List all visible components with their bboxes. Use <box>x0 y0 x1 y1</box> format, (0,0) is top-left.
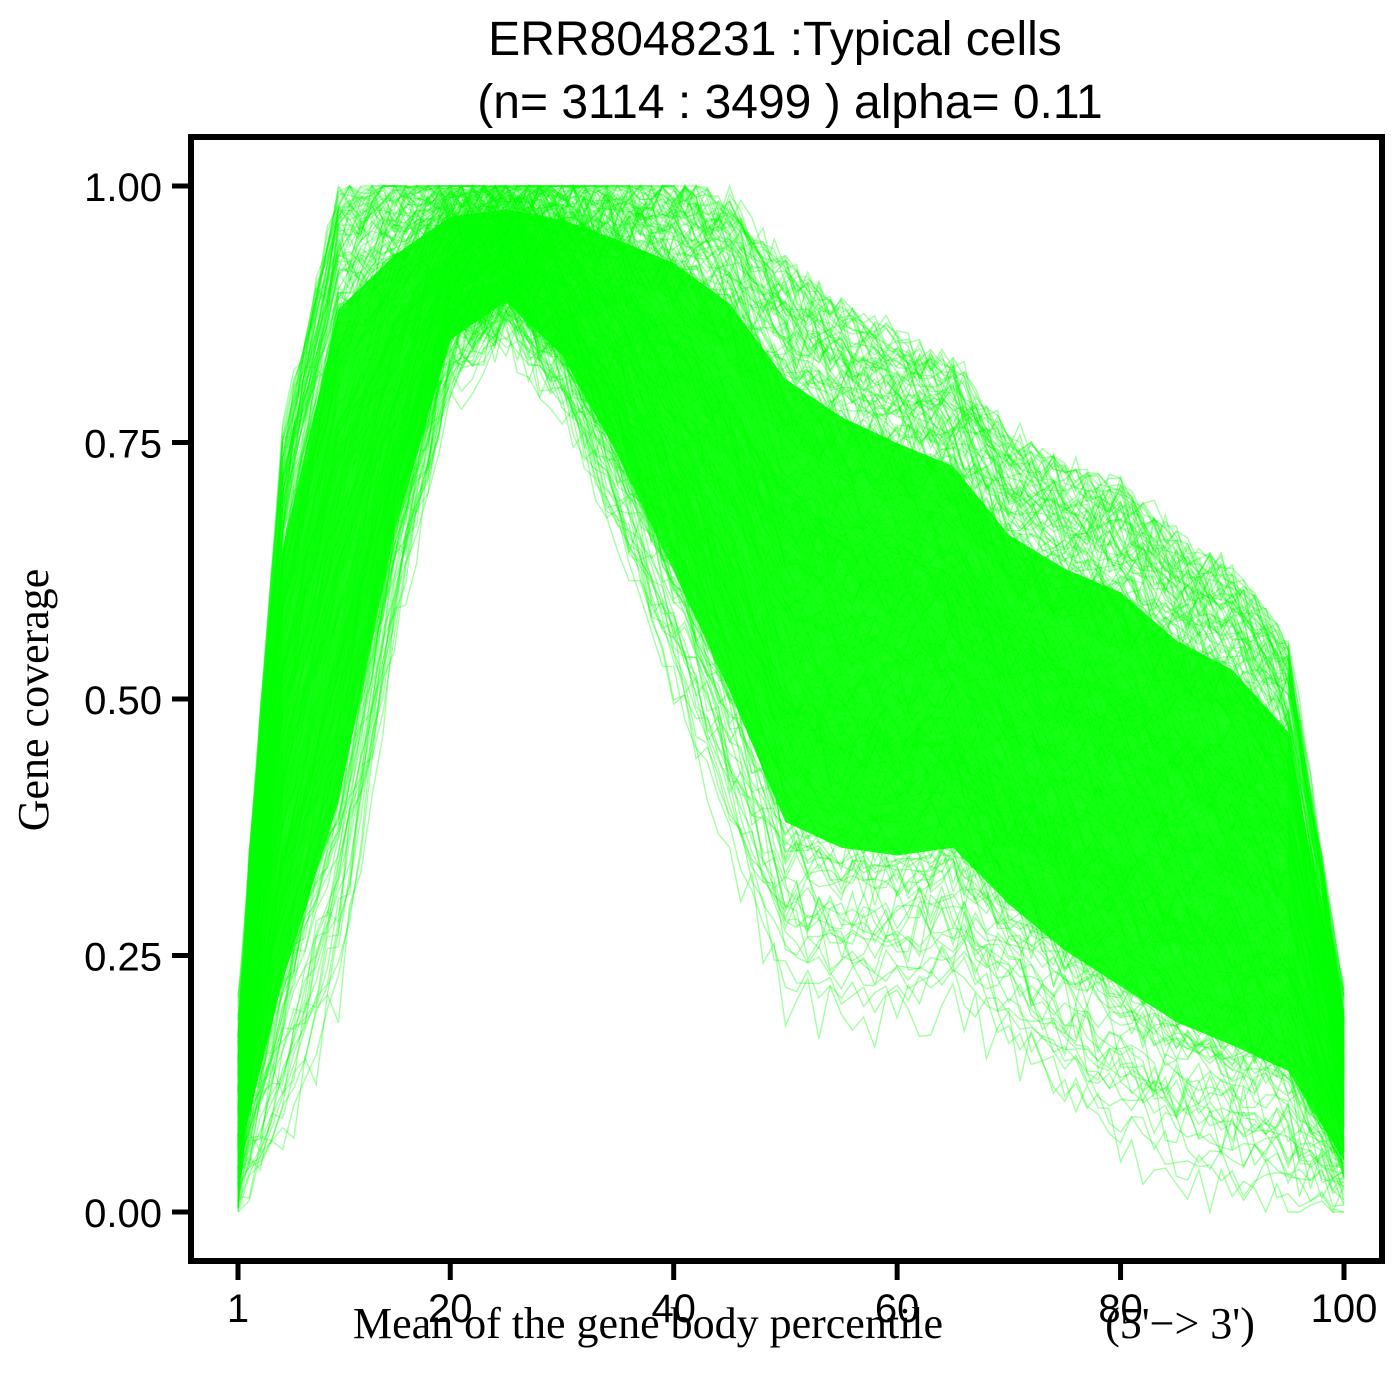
coverage-line <box>237 185 1345 1050</box>
coverage-line <box>237 184 1345 1021</box>
y-tick-label: 1.00 <box>84 166 162 210</box>
coverage-line <box>237 308 1345 1211</box>
y-tick-label: 0.75 <box>84 423 162 467</box>
coverage-line <box>237 184 1345 1069</box>
coverage-line <box>237 185 1345 1064</box>
coverage-line <box>237 309 1345 1196</box>
coverage-line <box>237 184 1345 1117</box>
coverage-line <box>237 304 1345 1205</box>
coverage-line <box>237 186 1345 1092</box>
x-tick-label: 20 <box>428 1287 473 1331</box>
coverage-line <box>237 184 1345 1181</box>
coverage-line <box>237 288 1345 1166</box>
coverage-line <box>237 190 1345 1043</box>
coverage-line <box>237 185 1345 1043</box>
coverage-line <box>237 184 1345 1049</box>
x-tick-label: 1 <box>227 1287 249 1331</box>
coverage-line <box>237 185 1345 1075</box>
coverage-line <box>237 280 1345 1173</box>
coverage-line <box>237 183 1345 1036</box>
coverage-line <box>237 183 1345 1137</box>
coverage-line <box>237 317 1345 1200</box>
coverage-line <box>237 302 1345 1168</box>
coverage-line <box>237 186 1345 1029</box>
coverage-line <box>237 319 1344 1215</box>
coverage-line <box>237 322 1345 1214</box>
coverage-line <box>237 288 1345 1167</box>
coverage-line <box>237 336 1345 1213</box>
coverage-line <box>237 194 1345 1157</box>
coverage-line <box>237 185 1345 1125</box>
x-tick-label: 80 <box>1098 1287 1143 1331</box>
coverage-line <box>237 185 1345 1055</box>
coverage-line <box>237 300 1345 1170</box>
x-tick-label: 40 <box>651 1287 696 1331</box>
coverage-line <box>237 185 1345 1059</box>
coverage-line <box>237 184 1345 1042</box>
coverage-line <box>237 292 1345 1179</box>
x-axis: 1 20 40 60 80 100 <box>227 1264 1378 1331</box>
coverage-line <box>237 186 1345 1210</box>
coverage-line <box>237 186 1345 1111</box>
coverage-line <box>237 190 1345 1208</box>
coverage-line <box>237 290 1345 1175</box>
coverage-line <box>237 184 1345 1013</box>
coverage-line <box>237 310 1345 1196</box>
coverage-line <box>237 193 1345 1105</box>
x-tick-label: 60 <box>875 1287 920 1331</box>
coverage-line <box>237 184 1345 1170</box>
chart-title-line2: (n= 3114 : 3499 ) alpha= 0.11 <box>477 76 1102 129</box>
coverage-line <box>237 183 1345 1039</box>
y-axis-label: Gene coverage <box>9 569 58 832</box>
coverage-line <box>237 185 1345 1067</box>
plot-frame <box>188 134 1385 1264</box>
coverage-line <box>237 307 1345 1190</box>
coverage-line <box>237 184 1345 1152</box>
coverage-line <box>237 184 1345 1168</box>
coverage-line <box>237 183 1345 1109</box>
coverage-line <box>237 196 1345 1187</box>
coverage-line <box>237 186 1345 1062</box>
coverage-line <box>237 184 1345 1021</box>
y-tick-label: 0.25 <box>84 936 162 980</box>
coverage-line <box>237 184 1345 1087</box>
x-axis-label-suffix: (5'−> 3') <box>1105 1299 1255 1348</box>
y-tick-label: 0.50 <box>84 679 162 723</box>
coverage-line <box>237 184 1345 1106</box>
coverage-line <box>237 185 1345 1096</box>
coverage-line <box>237 303 1345 1187</box>
coverage-line <box>237 295 1345 1206</box>
coverage-line <box>237 184 1345 1111</box>
coverage-line <box>237 185 1345 1092</box>
coverage-lines <box>237 183 1345 1215</box>
x-tick-label: 100 <box>1311 1287 1378 1331</box>
coverage-line <box>237 183 1345 1045</box>
coverage-line <box>237 324 1345 1187</box>
coverage-line <box>237 183 1345 1179</box>
coverage-line <box>237 184 1345 1145</box>
y-axis: 0.00 0.25 0.50 0.75 1.00 <box>84 166 188 1236</box>
coverage-line <box>237 183 1345 1139</box>
y-tick-label: 0.00 <box>84 1192 162 1236</box>
coverage-line <box>237 289 1345 1204</box>
coverage-line <box>237 185 1345 1114</box>
coverage-line <box>237 333 1345 1192</box>
coverage-line <box>237 183 1345 1051</box>
coverage-line <box>237 311 1345 1184</box>
coverage-line <box>237 184 1345 1021</box>
coverage-line <box>237 185 1345 1192</box>
coverage-line <box>237 183 1345 1130</box>
x-axis-label: Mean of the gene body percentile <box>353 1299 943 1348</box>
coverage-line <box>237 305 1345 1185</box>
coverage-line <box>237 293 1345 1177</box>
coverage-line <box>237 183 1345 1037</box>
coverage-density-core <box>238 209 1344 1161</box>
coverage-line <box>237 298 1345 1190</box>
coverage-line <box>237 184 1345 1049</box>
coverage-line <box>237 185 1345 1152</box>
chart-title-line1: ERR8048231 :Typical cells <box>488 13 1062 66</box>
coverage-line <box>237 312 1345 1206</box>
